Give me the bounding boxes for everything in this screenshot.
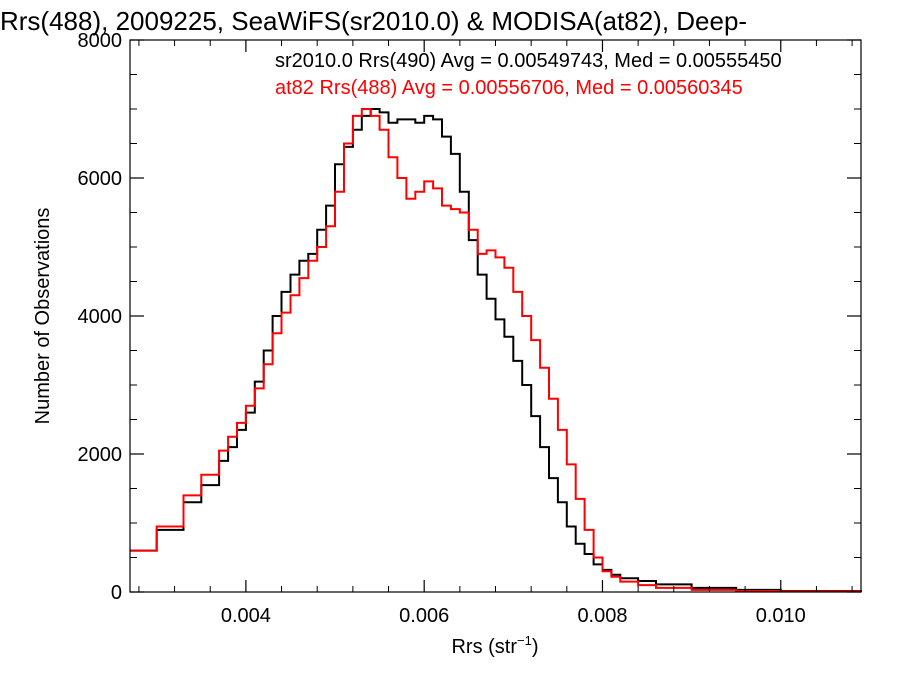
x-axis-label: Rrs (str−1) bbox=[451, 633, 538, 658]
y-axis-label: Number of Observations bbox=[32, 208, 54, 425]
series-line-1 bbox=[130, 108, 862, 593]
x-tick-label: 0.010 bbox=[756, 605, 806, 627]
x-axis-label-sup: −1 bbox=[517, 633, 532, 648]
y-axis: 0 2000 4000 6000 8000 bbox=[78, 30, 861, 604]
chart-title: Rrs(488), 2009225, SeaWiFS(sr2010.0) & M… bbox=[0, 6, 747, 36]
series-layer bbox=[130, 108, 862, 593]
x-axis-label-close: ) bbox=[532, 636, 539, 658]
series-line-0 bbox=[130, 108, 862, 592]
y-tick-label: 4000 bbox=[78, 306, 123, 328]
annotation-black: sr2010.0 Rrs(490) Avg = 0.00549743, Med … bbox=[275, 50, 782, 72]
y-tick-label: 8000 bbox=[78, 30, 123, 52]
x-axis: 0.004 0.006 0.008 0.010 bbox=[138, 40, 853, 627]
y-tick-label: 6000 bbox=[78, 168, 123, 190]
x-tick-label: 0.004 bbox=[221, 605, 271, 627]
y-tick-label: 0 bbox=[111, 582, 122, 604]
annotation-red: at82 Rrs(488) Avg = 0.00556706, Med = 0.… bbox=[275, 77, 743, 99]
x-tick-label: 0.008 bbox=[577, 605, 627, 627]
x-axis-label-main: Rrs (str bbox=[451, 636, 517, 658]
y-tick-label: 2000 bbox=[78, 444, 123, 466]
x-tick-label: 0.006 bbox=[399, 605, 449, 627]
